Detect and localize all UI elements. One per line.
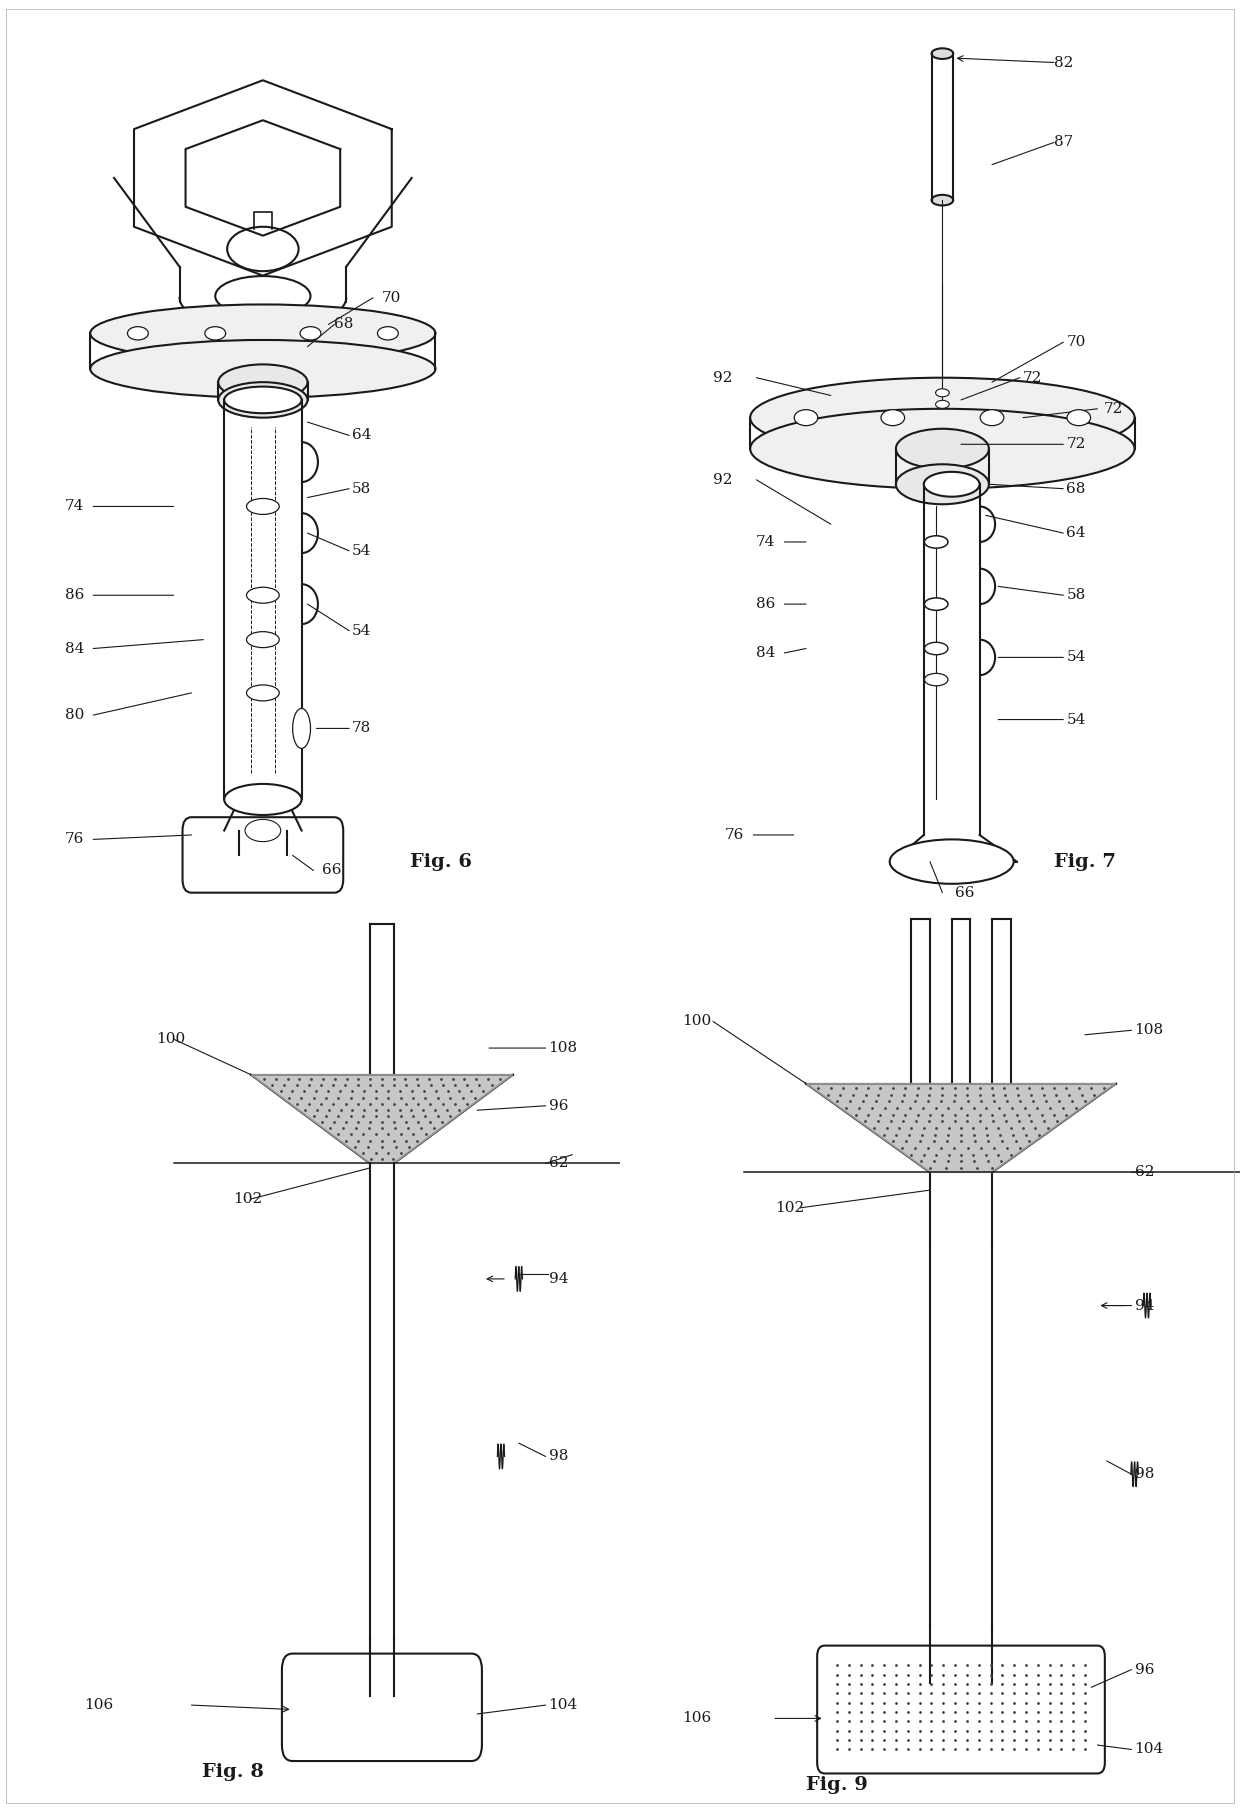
FancyBboxPatch shape: [281, 1654, 482, 1761]
Ellipse shape: [925, 674, 949, 685]
Ellipse shape: [247, 498, 279, 515]
Text: 104: 104: [548, 1698, 578, 1712]
Text: 76: 76: [64, 832, 84, 846]
Text: 78: 78: [352, 721, 372, 736]
Text: 54: 54: [352, 623, 372, 638]
Ellipse shape: [936, 400, 950, 408]
Text: 94: 94: [1135, 1299, 1154, 1312]
Ellipse shape: [936, 390, 950, 397]
FancyBboxPatch shape: [182, 817, 343, 893]
Ellipse shape: [91, 304, 435, 362]
Ellipse shape: [750, 410, 1135, 489]
Text: 68: 68: [1066, 482, 1086, 496]
Text: Fig. 8: Fig. 8: [202, 1763, 264, 1781]
Text: 62: 62: [1135, 1165, 1154, 1180]
Text: 86: 86: [755, 598, 775, 611]
FancyBboxPatch shape: [817, 1645, 1105, 1774]
Text: Fig. 7: Fig. 7: [1054, 853, 1116, 870]
Text: 94: 94: [548, 1272, 568, 1287]
Text: Fig. 6: Fig. 6: [410, 853, 472, 870]
Ellipse shape: [931, 196, 954, 205]
Ellipse shape: [247, 632, 279, 647]
Text: 82: 82: [1054, 56, 1074, 69]
Text: 68: 68: [335, 317, 353, 332]
Text: 66: 66: [322, 864, 342, 877]
Ellipse shape: [247, 685, 279, 701]
Text: 108: 108: [548, 1042, 578, 1055]
Text: 72: 72: [1023, 371, 1043, 384]
Text: Fig. 9: Fig. 9: [806, 1776, 868, 1794]
Ellipse shape: [925, 598, 949, 611]
Ellipse shape: [1066, 410, 1091, 426]
Text: 84: 84: [64, 641, 84, 656]
Text: 72: 72: [1104, 402, 1123, 415]
Text: 58: 58: [1066, 589, 1086, 602]
Ellipse shape: [980, 410, 1004, 426]
Text: 104: 104: [1135, 1743, 1164, 1756]
Text: 70: 70: [382, 290, 402, 304]
Ellipse shape: [300, 326, 321, 341]
Ellipse shape: [795, 410, 818, 426]
Ellipse shape: [224, 386, 301, 413]
Ellipse shape: [925, 536, 949, 549]
Text: 86: 86: [64, 589, 84, 602]
Polygon shape: [806, 1084, 1116, 1172]
Ellipse shape: [218, 364, 308, 400]
Text: 70: 70: [1066, 335, 1086, 350]
Text: 64: 64: [1066, 525, 1086, 540]
Text: 58: 58: [352, 482, 372, 496]
Text: 62: 62: [548, 1156, 568, 1171]
Text: 64: 64: [352, 428, 372, 442]
Ellipse shape: [880, 410, 904, 426]
Ellipse shape: [895, 464, 990, 504]
Text: 72: 72: [1066, 437, 1086, 451]
Text: 54: 54: [1066, 651, 1086, 665]
Text: 92: 92: [713, 473, 733, 487]
Ellipse shape: [750, 377, 1135, 458]
Text: 98: 98: [548, 1450, 568, 1464]
Text: 92: 92: [713, 371, 733, 384]
Text: 87: 87: [1054, 136, 1074, 149]
Ellipse shape: [246, 819, 280, 841]
Text: 84: 84: [755, 645, 775, 660]
Ellipse shape: [205, 326, 226, 341]
Polygon shape: [250, 1075, 513, 1163]
Ellipse shape: [895, 429, 990, 469]
Ellipse shape: [91, 341, 435, 397]
Ellipse shape: [218, 382, 308, 417]
Text: 100: 100: [682, 1015, 712, 1029]
Text: 54: 54: [1066, 712, 1086, 727]
Text: 76: 76: [724, 828, 744, 843]
Text: 74: 74: [64, 500, 84, 513]
Text: 96: 96: [548, 1098, 568, 1113]
Text: 54: 54: [352, 544, 372, 558]
Ellipse shape: [931, 49, 954, 60]
Text: 106: 106: [682, 1711, 712, 1725]
Ellipse shape: [924, 471, 980, 496]
Ellipse shape: [890, 839, 1014, 884]
Ellipse shape: [128, 326, 149, 341]
Ellipse shape: [224, 785, 301, 815]
Text: 96: 96: [1135, 1663, 1154, 1676]
Text: 106: 106: [84, 1698, 114, 1712]
Text: 80: 80: [64, 708, 84, 723]
Text: 108: 108: [1135, 1024, 1163, 1036]
Text: 100: 100: [156, 1033, 185, 1046]
Text: 98: 98: [1135, 1468, 1154, 1480]
Ellipse shape: [247, 587, 279, 603]
Ellipse shape: [293, 708, 310, 748]
Ellipse shape: [377, 326, 398, 341]
Ellipse shape: [925, 641, 949, 654]
Text: 66: 66: [955, 886, 975, 901]
Text: 102: 102: [775, 1201, 805, 1214]
Text: 74: 74: [755, 535, 775, 549]
Text: 102: 102: [233, 1192, 263, 1207]
